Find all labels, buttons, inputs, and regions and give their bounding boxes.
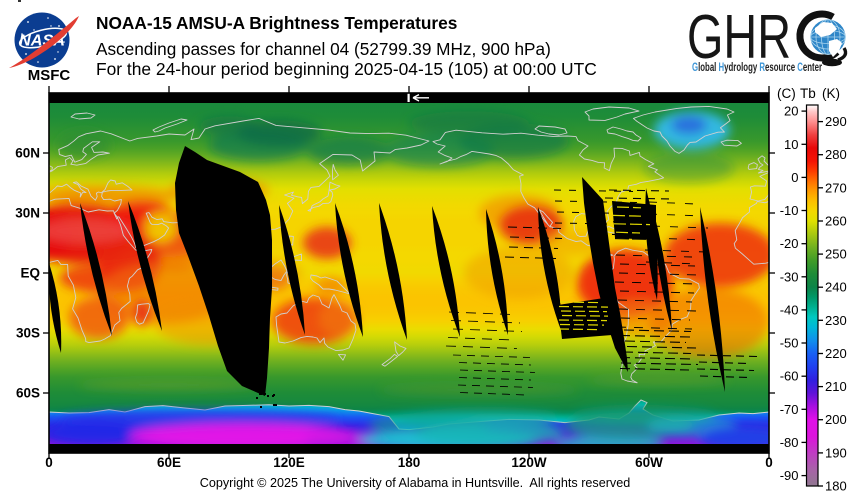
svg-text:200: 200 <box>825 412 847 427</box>
svg-text:240: 240 <box>825 280 847 295</box>
svg-text:0: 0 <box>45 455 53 470</box>
svg-text:0: 0 <box>791 170 798 185</box>
svg-text:120E: 120E <box>273 455 305 470</box>
svg-text:30S: 30S <box>16 326 40 341</box>
svg-text:250: 250 <box>825 247 847 262</box>
svg-text:180: 180 <box>825 479 847 494</box>
svg-text:-70: -70 <box>780 402 799 417</box>
svg-text:230: 230 <box>825 313 847 328</box>
svg-text:-50: -50 <box>780 336 799 351</box>
svg-text:Global Hydrology Resource Cent: Global Hydrology Resource Center <box>692 60 822 74</box>
svg-text:270: 270 <box>825 180 847 195</box>
svg-text:EQ: EQ <box>20 266 40 281</box>
svg-text:290: 290 <box>825 114 847 129</box>
svg-text:Tb: Tb <box>800 86 816 101</box>
svg-text:220: 220 <box>825 346 847 361</box>
svg-text:60N: 60N <box>15 146 40 161</box>
svg-text:30N: 30N <box>15 206 40 221</box>
svg-text:-40: -40 <box>780 302 799 317</box>
svg-text:280: 280 <box>825 147 847 162</box>
svg-text:-90: -90 <box>780 468 799 483</box>
svg-text:-30: -30 <box>780 269 799 284</box>
svg-text:10: 10 <box>784 137 798 152</box>
svg-text:260: 260 <box>825 214 847 229</box>
svg-text:-10: -10 <box>780 203 799 218</box>
svg-text:60W: 60W <box>635 455 663 470</box>
svg-text:-80: -80 <box>780 435 799 450</box>
svg-text:(K): (K) <box>822 86 840 101</box>
svg-text:MSFC: MSFC <box>28 67 71 84</box>
svg-text:120W: 120W <box>511 455 547 470</box>
svg-text:GHR: GHR <box>687 3 791 72</box>
svg-text:190: 190 <box>825 445 847 460</box>
svg-text:60E: 60E <box>157 455 181 470</box>
svg-text:-20: -20 <box>780 236 799 251</box>
svg-text:210: 210 <box>825 379 847 394</box>
svg-text:60S: 60S <box>16 386 40 401</box>
svg-text:20: 20 <box>784 104 798 119</box>
svg-text:(C): (C) <box>777 86 796 101</box>
svg-text:0: 0 <box>765 455 773 470</box>
svg-text:180: 180 <box>398 455 421 470</box>
svg-text:-60: -60 <box>780 369 799 384</box>
